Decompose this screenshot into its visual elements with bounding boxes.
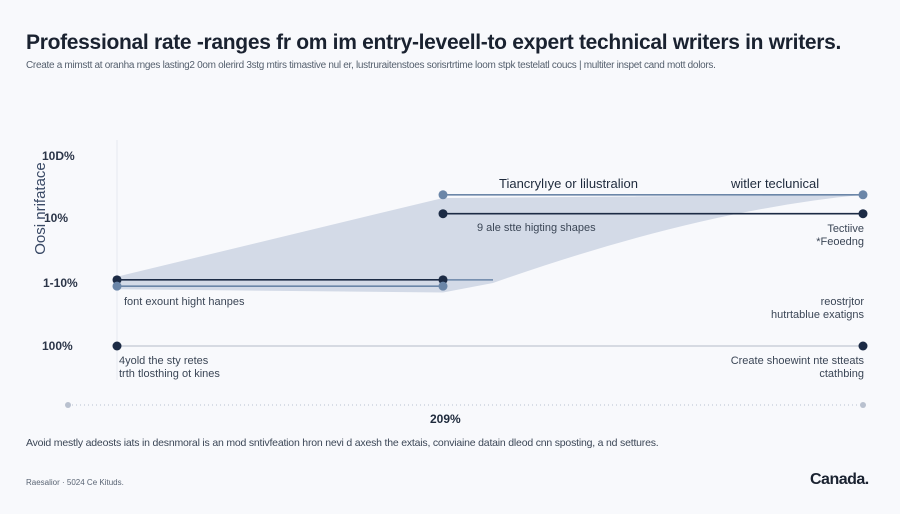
x-axis-label: 209% <box>430 412 461 426</box>
y-tick-label: 1-10% <box>43 276 78 290</box>
series-point <box>858 209 868 219</box>
annotation-header-right: witler teclunical <box>731 176 820 191</box>
series-point <box>112 275 122 285</box>
y-tick-label: 100% <box>42 339 73 353</box>
x-axis-end-marker <box>860 402 866 408</box>
canada-logo: Canada. <box>810 471 869 488</box>
range-area <box>117 194 863 293</box>
footer-source: Raesalior · 5024 Ce Kituds. <box>26 478 124 487</box>
series-point <box>858 341 868 351</box>
chart-note: Avoid mestly adeosts iats in desnmoral i… <box>26 437 659 449</box>
chart-title: Professional rate -ranges fr om im entry… <box>26 31 842 54</box>
series-point <box>438 209 448 219</box>
y-tick-label: 10D% <box>42 149 75 163</box>
x-axis-end-marker <box>65 402 71 408</box>
series-point <box>438 190 448 200</box>
series-point <box>112 341 122 351</box>
annotation-left-mid: font exount hight hanpes <box>124 296 245 308</box>
series-point <box>438 281 448 291</box>
chart-subtitle: Create a mimstt at oranha rnges lasting2… <box>26 60 716 71</box>
series-point <box>858 190 868 200</box>
series-point <box>112 281 122 291</box>
y-axis-label: Oosi nrifatace <box>31 162 49 255</box>
annotation-right-mid: reostrjtor hutrtablue exatigns <box>771 296 864 321</box>
annotation-left-bottom: 4yold the sty retes trth tlosthing ot kin… <box>119 355 220 380</box>
annotation-right-top: Tectiive *Feoedng <box>816 223 864 248</box>
y-tick-label: 10% <box>44 211 69 225</box>
annotation-header-mid: Tiancrylıye or lilustralion <box>499 176 638 191</box>
series-point <box>438 275 448 285</box>
annotation-mid: 9 ale stte higting shapes <box>477 222 596 234</box>
annotation-right-bottom: Create shoewint nte stteats ctathbing <box>730 355 864 380</box>
